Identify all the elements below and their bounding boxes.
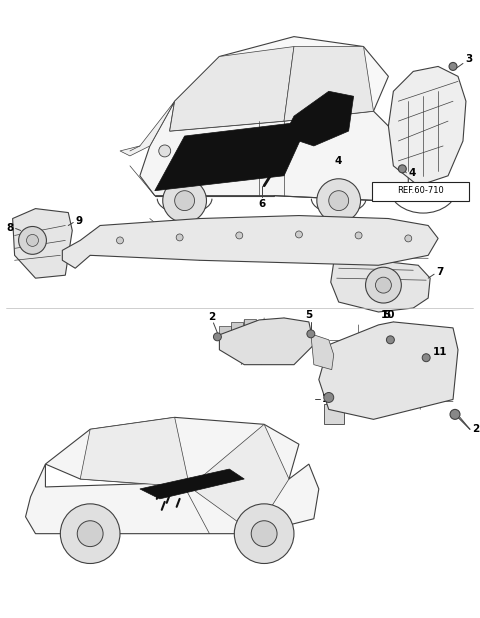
Bar: [324, 404, 344, 425]
Circle shape: [163, 179, 206, 222]
Polygon shape: [190, 425, 289, 534]
Circle shape: [117, 237, 123, 244]
Bar: [398, 379, 428, 389]
Polygon shape: [46, 417, 299, 487]
Bar: [219, 244, 259, 256]
Circle shape: [386, 336, 395, 344]
Bar: [231, 322, 243, 330]
Polygon shape: [155, 121, 309, 191]
FancyBboxPatch shape: [372, 182, 469, 201]
Circle shape: [77, 521, 103, 546]
Bar: [219, 326, 231, 334]
Bar: [398, 335, 428, 345]
Circle shape: [251, 521, 277, 546]
Polygon shape: [12, 209, 72, 278]
Circle shape: [450, 409, 460, 420]
Circle shape: [398, 165, 406, 173]
Circle shape: [307, 330, 315, 338]
Bar: [244, 319, 256, 327]
Text: 1: 1: [322, 394, 329, 404]
Polygon shape: [311, 334, 334, 370]
Circle shape: [449, 62, 457, 70]
Text: 11: 11: [433, 347, 448, 357]
Text: 5: 5: [305, 310, 312, 320]
Circle shape: [214, 333, 221, 341]
Bar: [398, 350, 428, 360]
Polygon shape: [25, 464, 319, 534]
Polygon shape: [170, 46, 294, 131]
Bar: [369, 245, 403, 256]
Polygon shape: [140, 469, 244, 499]
Text: 5: 5: [384, 310, 391, 320]
Circle shape: [175, 191, 194, 211]
Circle shape: [19, 226, 47, 255]
Polygon shape: [219, 318, 314, 365]
Text: 4: 4: [408, 168, 416, 178]
Circle shape: [375, 277, 391, 293]
Polygon shape: [331, 260, 430, 312]
Circle shape: [324, 392, 334, 402]
Text: 8: 8: [6, 224, 13, 234]
Polygon shape: [80, 417, 190, 487]
Circle shape: [26, 234, 38, 247]
Polygon shape: [170, 36, 388, 131]
Bar: [398, 394, 428, 404]
Polygon shape: [284, 46, 373, 121]
Text: 9: 9: [75, 216, 83, 226]
Circle shape: [355, 232, 362, 239]
Text: 10: 10: [381, 310, 396, 320]
Bar: [398, 365, 428, 375]
Circle shape: [234, 504, 294, 564]
Circle shape: [60, 504, 120, 564]
Text: 4: 4: [335, 156, 342, 166]
Text: 6: 6: [259, 198, 266, 209]
Text: REF.60-710: REF.60-710: [397, 186, 444, 195]
Text: 2: 2: [208, 312, 215, 322]
Circle shape: [159, 145, 171, 157]
Circle shape: [366, 267, 401, 303]
Bar: [299, 244, 339, 256]
Circle shape: [296, 231, 302, 238]
Polygon shape: [62, 216, 438, 268]
Polygon shape: [120, 101, 175, 156]
Circle shape: [317, 179, 360, 222]
Bar: [324, 355, 344, 375]
Circle shape: [422, 353, 430, 362]
Circle shape: [176, 234, 183, 241]
Text: 2: 2: [472, 425, 479, 434]
Circle shape: [405, 235, 412, 242]
Polygon shape: [284, 91, 354, 146]
Circle shape: [329, 191, 348, 211]
Text: 3: 3: [465, 54, 472, 64]
Text: 7: 7: [436, 267, 444, 277]
Polygon shape: [319, 322, 458, 420]
Polygon shape: [388, 66, 466, 186]
Circle shape: [236, 232, 243, 239]
Polygon shape: [140, 101, 408, 201]
Bar: [140, 245, 180, 257]
